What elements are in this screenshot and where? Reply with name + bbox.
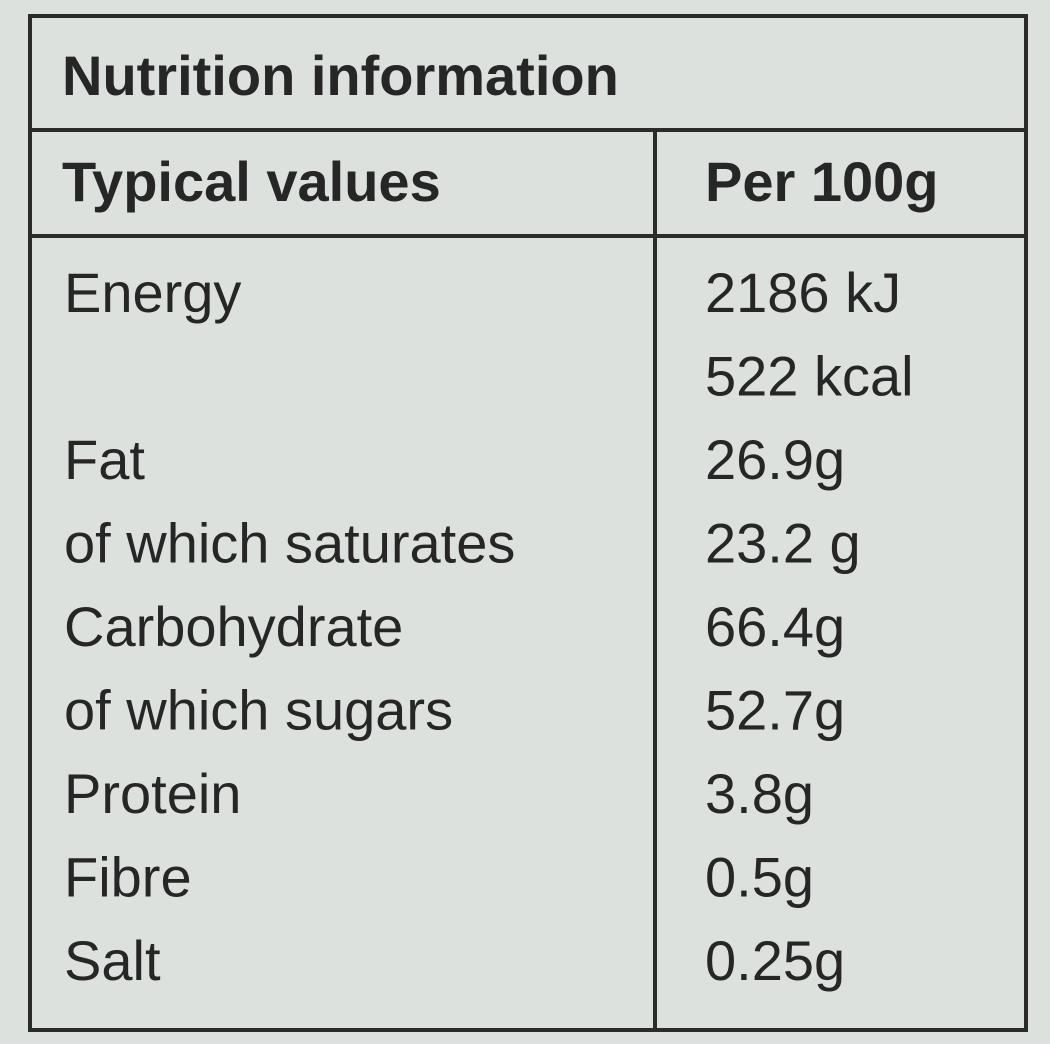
row-value: 0.25g bbox=[705, 929, 845, 992]
row-label: of which sugars bbox=[64, 678, 453, 741]
header-cell: Per 100g bbox=[705, 150, 939, 213]
row-label: Energy bbox=[64, 261, 241, 324]
row-label: of which saturates bbox=[64, 511, 515, 574]
row-label: Carbohydrate bbox=[64, 595, 403, 658]
row-value: 2186 kJ bbox=[705, 261, 901, 324]
row-value: 23.2 g bbox=[705, 511, 861, 574]
row-value: 52.7g bbox=[705, 678, 845, 741]
row-label: Salt bbox=[64, 929, 161, 992]
row-label: Fat bbox=[64, 428, 145, 491]
row-value: 522 kcal bbox=[705, 344, 914, 407]
row-value: 66.4g bbox=[705, 595, 845, 658]
header-cell: Typical values bbox=[62, 150, 441, 213]
row-label: Fibre bbox=[64, 845, 192, 908]
row-label: Protein bbox=[64, 762, 241, 825]
row-value: 3.8g bbox=[705, 762, 814, 825]
row-value: 26.9g bbox=[705, 428, 845, 491]
row-value: 0.5g bbox=[705, 845, 814, 908]
outer-border bbox=[28, 14, 1028, 1032]
title: Nutrition information bbox=[62, 44, 619, 107]
